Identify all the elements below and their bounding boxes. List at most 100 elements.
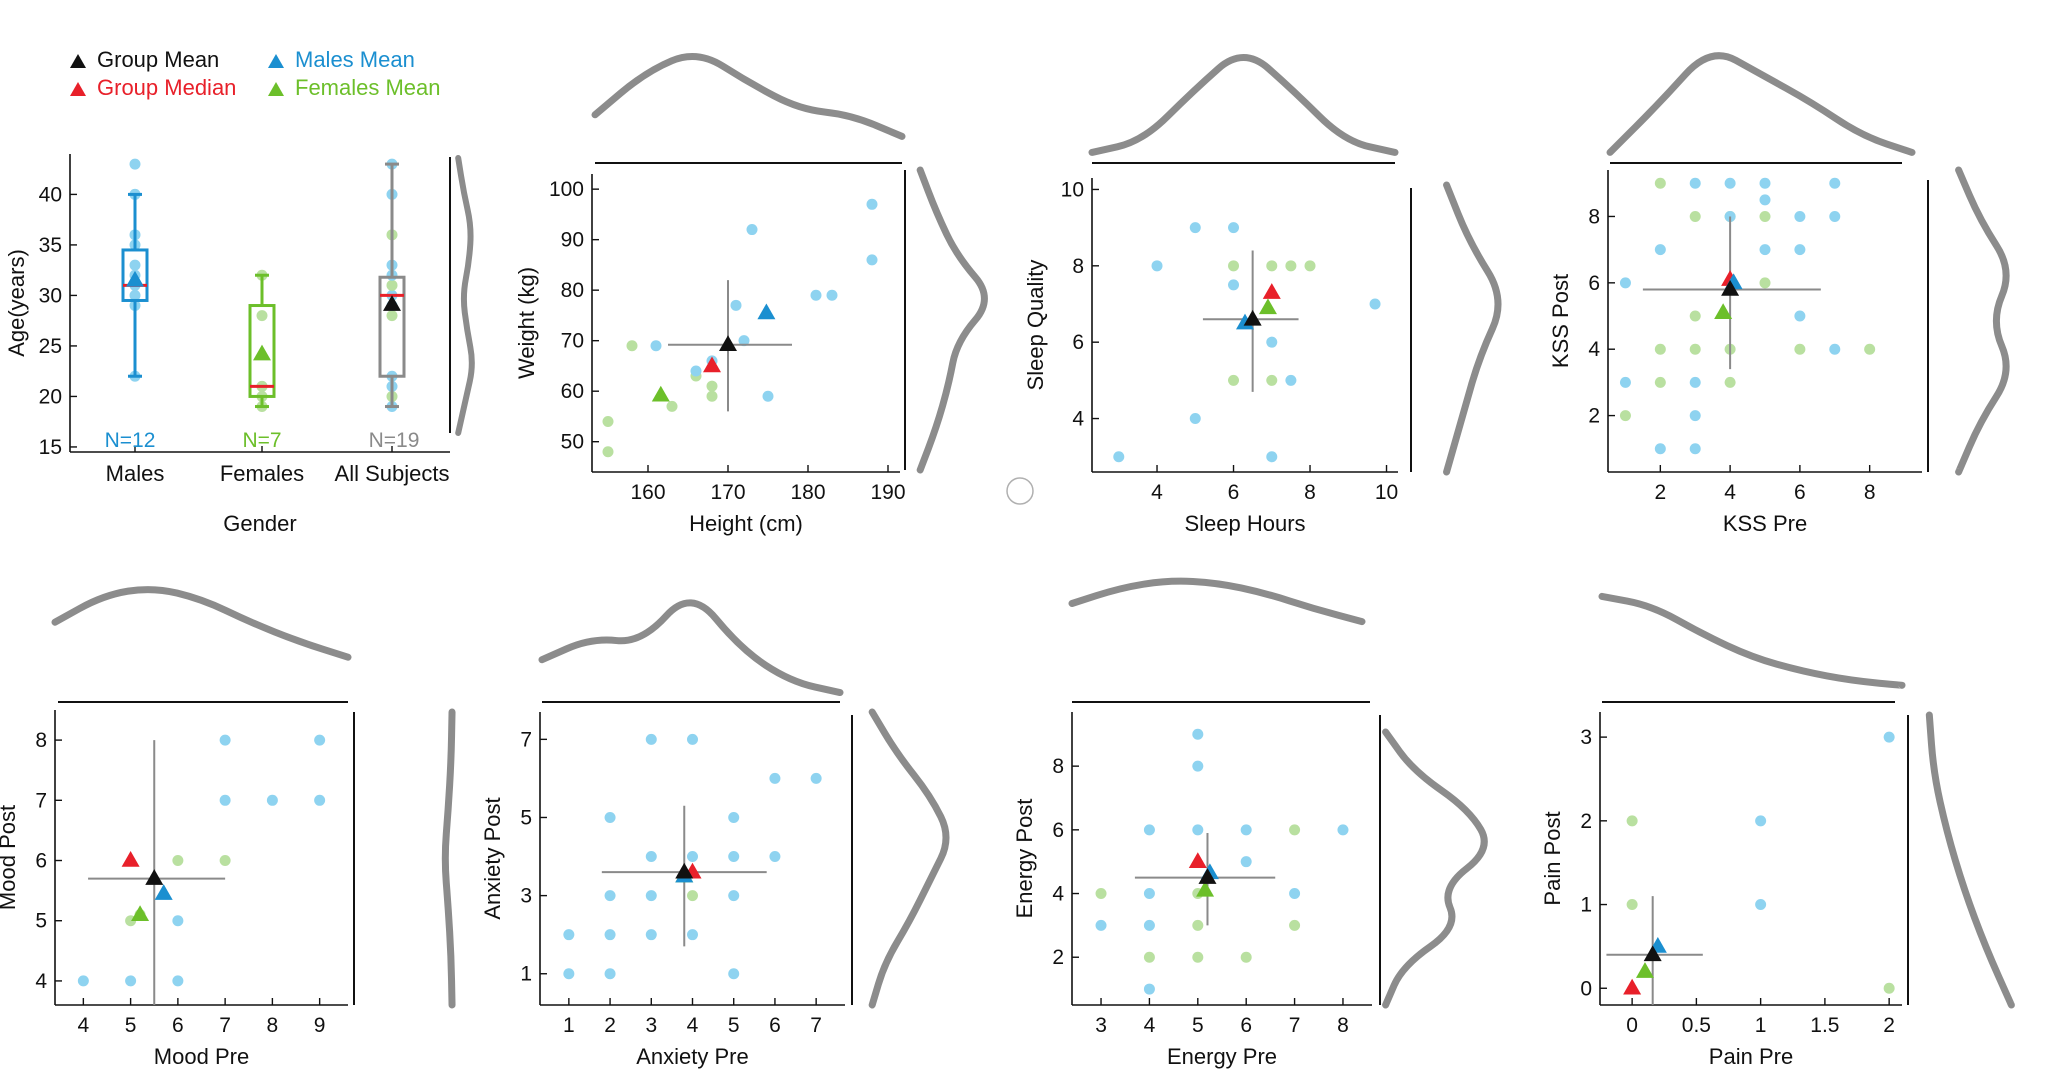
male-data-point	[728, 811, 740, 823]
male-data-point	[1724, 177, 1736, 189]
male-data-point	[1192, 728, 1204, 740]
y-tick-label: 8	[1072, 255, 1084, 278]
male-data-point	[1240, 824, 1252, 836]
y-tick-label: 50	[561, 431, 584, 454]
y-tick-label: 3	[520, 885, 532, 908]
top-density-curve	[51, 586, 352, 661]
female-data-point	[1228, 260, 1240, 272]
female-data-point	[1759, 277, 1771, 289]
male-data-point	[1759, 194, 1771, 206]
x-axis-label: KSS Pre	[1723, 511, 1807, 536]
male-data-point	[1369, 298, 1381, 310]
male-data-point	[1289, 888, 1301, 900]
x-tick-label: 7	[810, 1014, 822, 1037]
male-data-point	[1240, 856, 1252, 868]
right-density-curve	[868, 708, 950, 1009]
group-mean-marker	[1643, 945, 1662, 962]
y-tick-label: 4	[1072, 408, 1084, 431]
male-data-point	[219, 794, 231, 806]
y-tick-label: 2	[1588, 405, 1600, 428]
male-data-point	[728, 851, 740, 863]
female-data-point	[666, 400, 678, 412]
male-data-point	[1285, 374, 1297, 386]
x-tick-label: 1.5	[1810, 1014, 1839, 1037]
male-data-point	[1143, 983, 1155, 995]
female-data-point	[602, 415, 614, 427]
females-mean-marker	[1714, 303, 1733, 320]
group-median-legend-label: Group Median	[97, 75, 236, 100]
right-density-curve	[1925, 711, 2015, 1009]
x-tick-label: 180	[790, 481, 825, 504]
y-axis-label: Sleep Quality	[1023, 260, 1048, 391]
female-data-point	[1266, 260, 1278, 272]
group-mean-marker	[675, 862, 694, 879]
male-data-point	[690, 365, 702, 377]
y-tick-label: 15	[39, 436, 62, 459]
females-mean-marker	[1196, 880, 1215, 897]
mean-marker	[253, 344, 271, 361]
male-data-point	[645, 851, 657, 863]
box-iqr	[378, 275, 406, 378]
male-data-point	[1619, 277, 1631, 289]
male-data-point	[1794, 310, 1806, 322]
male-data-point	[687, 851, 698, 863]
male-data-point	[1266, 451, 1278, 463]
x-tick-label: 8	[267, 1014, 279, 1037]
group-mean-legend-label: Group Mean	[97, 47, 219, 72]
male-data-point	[746, 224, 758, 236]
x-tick-label: 8	[1304, 481, 1316, 504]
male-data-point	[866, 198, 878, 210]
male-data-point	[1189, 413, 1201, 425]
right-density-curve	[1382, 728, 1488, 1009]
female-data-point	[1192, 919, 1204, 931]
top-density-curve	[1606, 52, 1916, 156]
male-data-point	[687, 929, 698, 941]
y-tick-label: 25	[39, 335, 62, 358]
female-data-point	[1095, 888, 1107, 900]
female-data-point	[1619, 410, 1631, 422]
females-mean-marker	[1258, 298, 1277, 315]
x-axis-label: Height (cm)	[689, 511, 803, 536]
male-data-point	[728, 890, 740, 902]
male-data-point	[645, 733, 657, 745]
female-data-point	[1240, 951, 1252, 963]
female-data-point	[219, 855, 231, 867]
x-tick-label: 6	[769, 1014, 781, 1037]
females-mean-marker	[1635, 962, 1654, 978]
female-data-point	[1724, 376, 1736, 388]
males-mean-marker	[154, 884, 173, 900]
y-tick-label: 40	[39, 183, 62, 206]
y-tick-label: 6	[1072, 331, 1084, 354]
group-median-marker	[1262, 283, 1281, 299]
y-axis-label: Pain Post	[1540, 811, 1565, 905]
group-median-marker	[121, 851, 140, 867]
female-data-point	[706, 380, 718, 392]
male-data-point	[650, 340, 662, 352]
y-tick-label: 100	[549, 178, 584, 201]
female-data-point	[172, 855, 184, 867]
x-axis-label: Pain Pre	[1709, 1044, 1793, 1069]
female-data-point	[1626, 815, 1638, 827]
y-axis-label: Weight (kg)	[514, 267, 539, 379]
male-data-point	[1654, 244, 1666, 256]
y-tick-label: 3	[1580, 726, 1592, 749]
x-tick-label: 6	[1240, 1014, 1252, 1037]
x-tick-label: 2	[604, 1014, 616, 1037]
age-boxplot-panel: 15 20 25 30 35 40 Males Females All Subjects Gend…	[4, 154, 475, 536]
right-density-curve	[916, 166, 988, 474]
female-data-point	[687, 890, 698, 902]
male-data-point	[1143, 888, 1155, 900]
male-data-point	[1654, 443, 1666, 455]
male-data-point	[1829, 177, 1841, 189]
group-mean-marker	[719, 335, 737, 352]
male-data-point	[762, 390, 774, 402]
male-data-point	[563, 968, 575, 980]
male-data-point	[1192, 760, 1204, 772]
male-data-point	[1755, 899, 1767, 911]
group-mean-marker	[145, 869, 164, 885]
x-tick-label: 7	[219, 1014, 231, 1037]
male-data-point	[645, 890, 657, 902]
top-density-curve	[538, 599, 844, 697]
x-tick-label: 1	[1755, 1014, 1767, 1037]
